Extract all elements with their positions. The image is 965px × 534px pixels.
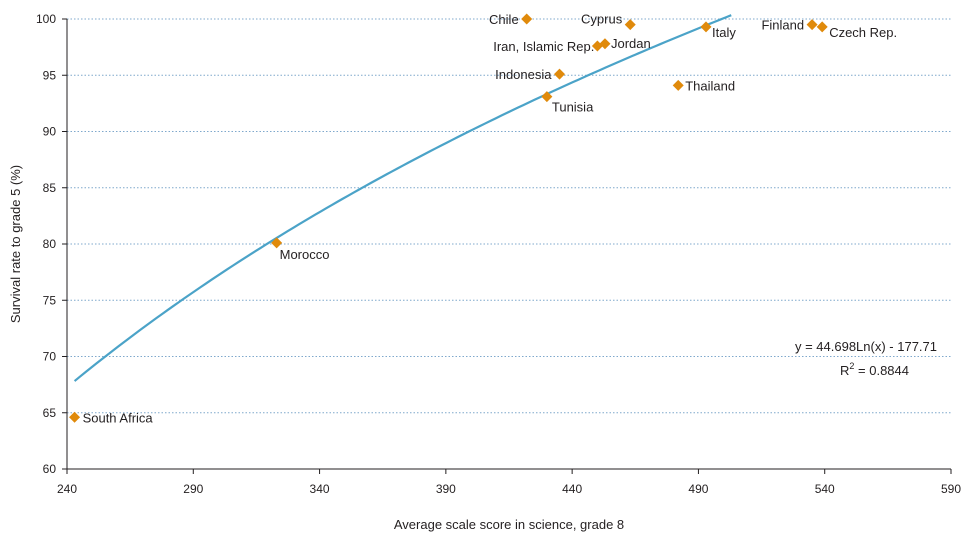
y-tick-label: 60	[43, 462, 57, 476]
y-tick-label: 100	[36, 12, 56, 26]
axis-ticks: 60 65 70 75 80 85 90 95 100 240 290 340 390 440 490 540…	[36, 12, 961, 496]
data-point-marker	[521, 13, 533, 25]
y-tick-label: 65	[43, 406, 57, 420]
data-point-label: Italy	[712, 25, 736, 40]
y-tick-label: 75	[43, 293, 57, 307]
data-point-marker	[541, 91, 553, 103]
x-axis-title: Average scale score in science, grade 8	[394, 517, 624, 532]
data-point-label: Iran, Islamic Rep.	[493, 39, 594, 54]
data-point-label: Tunisia	[552, 100, 594, 115]
y-tick-label: 80	[43, 237, 57, 251]
data-point-label: Indonesia	[495, 67, 552, 82]
data-point-marker	[816, 21, 828, 33]
x-tick-label: 440	[562, 482, 582, 496]
data-point-marker	[271, 237, 283, 249]
x-tick-label: 540	[815, 482, 835, 496]
data-point-marker	[599, 38, 611, 50]
data-point-marker	[672, 79, 684, 91]
y-axis-title: Survival rate to grade 5 (%)	[8, 165, 23, 323]
x-tick-label: 290	[183, 482, 203, 496]
data-point-label: Chile	[489, 12, 519, 27]
data-point-marker	[624, 19, 636, 31]
x-tick-label: 390	[436, 482, 456, 496]
r-squared-superscript: 2	[849, 361, 854, 371]
x-tick-label: 340	[310, 482, 330, 496]
data-point-label: South Africa	[83, 410, 154, 425]
x-tick-label: 590	[941, 482, 961, 496]
trend-equation: y = 44.698Ln(x) - 177.71	[795, 339, 937, 354]
x-tick-label: 240	[57, 482, 77, 496]
y-tick-label: 85	[43, 181, 57, 195]
data-point-marker	[69, 411, 81, 423]
data-point-label: Jordan	[611, 36, 651, 51]
data-point-label: Cyprus	[581, 12, 623, 27]
data-point-label: Morocco	[280, 247, 330, 262]
y-tick-label: 70	[43, 350, 57, 364]
trendline	[73, 14, 732, 382]
r-squared-symbol: R	[840, 363, 849, 378]
r-squared-value: = 0.8844	[854, 363, 909, 378]
data-point-marker	[806, 19, 818, 31]
x-tick-label: 490	[688, 482, 708, 496]
data-point-label: Finland	[761, 18, 804, 33]
data-point-marker	[554, 68, 566, 80]
gridlines	[67, 18, 951, 414]
data-point-label: Thailand	[685, 78, 735, 93]
data-point-marker	[700, 21, 712, 33]
y-tick-label: 90	[43, 125, 57, 139]
data-points: South Africa Morocco Tunisia Indonesia Chile…	[69, 12, 897, 425]
y-tick-label: 95	[43, 68, 57, 82]
r-squared: R2 = 0.8844	[840, 361, 909, 378]
data-point-label: Czech Rep.	[829, 25, 897, 40]
